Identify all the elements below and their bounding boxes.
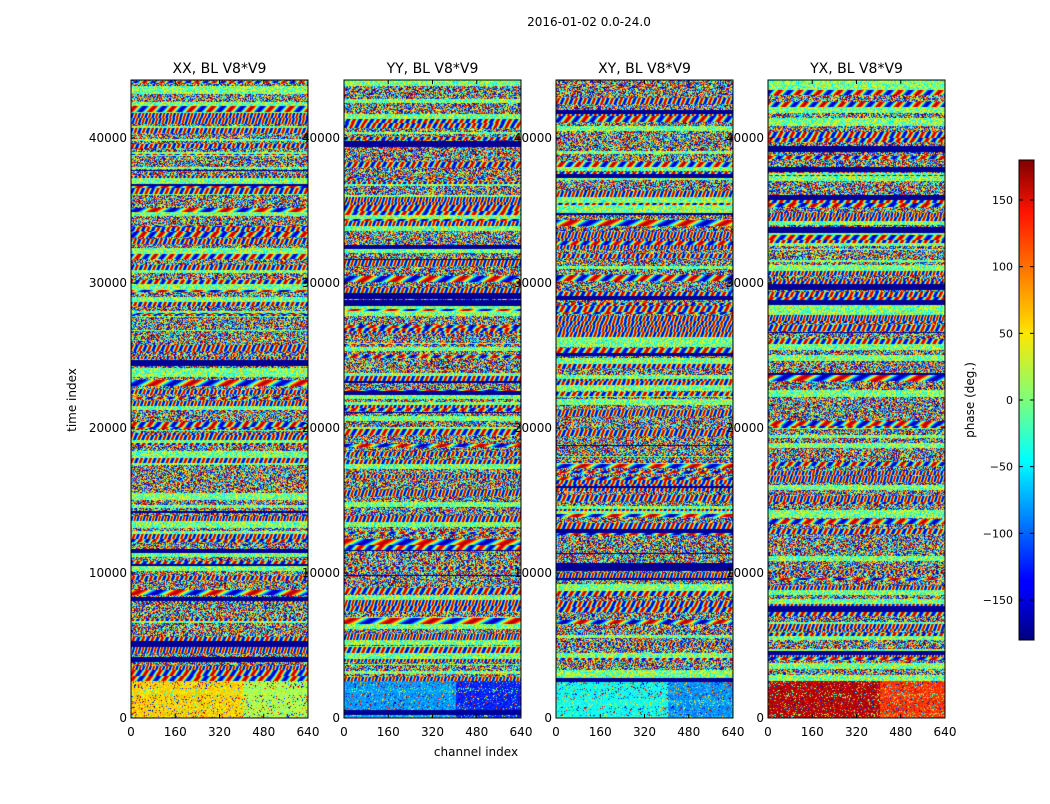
y-tick-label: 40000 xyxy=(89,131,127,145)
colorbar: 150 100 50 0 −50 −100 −150 phase (deg.) xyxy=(963,159,1035,641)
colorbar-ticks: 150 100 50 0 −50 −100 −150 xyxy=(983,194,1034,607)
heatmap-panels: XX, BL V8*V9 0 160 320 480 640 0 10000 20000 3000… xyxy=(89,61,957,739)
x-axis-label: channel index xyxy=(434,745,518,759)
y-tick-label: 20000 xyxy=(514,421,552,435)
heatmap-image xyxy=(131,80,308,718)
y-tick-label: 0 xyxy=(756,711,764,725)
y-tick-label: 30000 xyxy=(514,276,552,290)
x-tick-label: 320 xyxy=(633,725,656,739)
heatmap-canvas xyxy=(131,80,308,718)
x-tick-label: 640 xyxy=(722,725,745,739)
y-axis-label: time index xyxy=(65,368,79,432)
colorbar-label: phase (deg.) xyxy=(963,362,977,438)
panel-title: XY, BL V8*V9 xyxy=(598,61,691,77)
x-tick-label: 160 xyxy=(377,725,400,739)
heatmap-canvas xyxy=(556,80,733,718)
heatmap-image xyxy=(556,80,733,718)
colorbar-tick-label: 50 xyxy=(999,327,1013,340)
x-tick-label: 320 xyxy=(208,725,231,739)
colorbar-tick-label: −100 xyxy=(983,527,1013,540)
x-tick-label: 480 xyxy=(465,725,488,739)
y-tick-label: 30000 xyxy=(89,276,127,290)
x-tick-label: 320 xyxy=(845,725,868,739)
y-tick-label: 10000 xyxy=(726,566,764,580)
heatmap-image xyxy=(768,80,945,718)
x-tick-label: 480 xyxy=(252,725,275,739)
heatmap-panel: XY, BL V8*V9 0 160 320 480 640 0 10000 20000 3000… xyxy=(514,61,745,739)
heatmap-panel: YY, BL V8*V9 0 160 320 480 640 0 10000 20000 3000… xyxy=(302,61,533,739)
x-tick-label: 0 xyxy=(340,725,348,739)
heatmap-image xyxy=(344,80,521,718)
x-tick-label: 160 xyxy=(164,725,187,739)
figure-suptitle: 2016-01-02 0.0-24.0 xyxy=(527,15,651,29)
colorbar-tick-label: −150 xyxy=(983,594,1013,607)
panel-title: YY, BL V8*V9 xyxy=(386,61,479,77)
y-tick-label: 10000 xyxy=(514,566,552,580)
y-tick-label: 20000 xyxy=(89,421,127,435)
x-tick-label: 640 xyxy=(934,725,957,739)
y-tick-label: 40000 xyxy=(302,131,340,145)
y-tick-label: 0 xyxy=(332,711,340,725)
x-tick-label: 0 xyxy=(764,725,772,739)
colorbar-tick-label: 100 xyxy=(992,261,1013,274)
panel-title: YX, BL V8*V9 xyxy=(809,61,903,77)
colorbar-tick-label: −50 xyxy=(990,461,1013,474)
y-tick-label: 0 xyxy=(119,711,127,725)
x-tick-label: 480 xyxy=(677,725,700,739)
heatmap-panel: XX, BL V8*V9 0 160 320 480 640 0 10000 20000 3000… xyxy=(89,61,320,739)
y-tick-label: 20000 xyxy=(302,421,340,435)
heatmap-canvas xyxy=(344,80,521,718)
y-tick-label: 10000 xyxy=(89,566,127,580)
x-tick-label: 640 xyxy=(297,725,320,739)
colorbar-tick-label: 0 xyxy=(1006,394,1013,407)
x-tick-label: 480 xyxy=(889,725,912,739)
y-tick-label: 30000 xyxy=(302,276,340,290)
y-tick-label: 20000 xyxy=(726,421,764,435)
x-tick-label: 160 xyxy=(589,725,612,739)
x-tick-label: 160 xyxy=(801,725,824,739)
heatmap-panel: YX, BL V8*V9 0 160 320 480 640 0 10000 20000 3000… xyxy=(726,61,957,739)
x-tick-label: 0 xyxy=(552,725,560,739)
x-tick-label: 320 xyxy=(421,725,444,739)
y-tick-label: 10000 xyxy=(302,566,340,580)
y-tick-label: 0 xyxy=(544,711,552,725)
y-tick-label: 40000 xyxy=(514,131,552,145)
y-tick-label: 40000 xyxy=(726,131,764,145)
heatmap-canvas xyxy=(768,80,945,718)
x-tick-label: 0 xyxy=(127,725,135,739)
colorbar-tick-label: 150 xyxy=(992,194,1013,207)
y-tick-label: 30000 xyxy=(726,276,764,290)
x-tick-label: 640 xyxy=(510,725,533,739)
panel-title: XX, BL V8*V9 xyxy=(173,61,267,77)
